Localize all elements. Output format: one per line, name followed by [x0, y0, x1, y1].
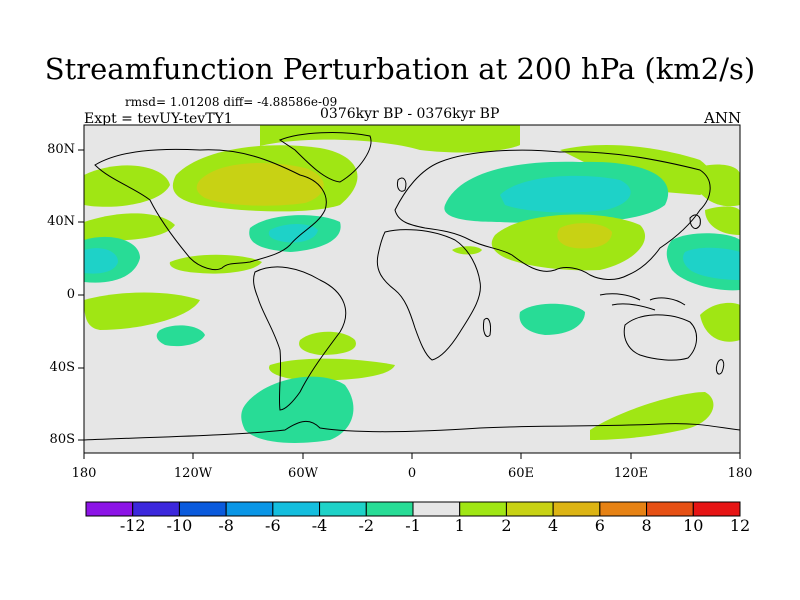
- contour-arabia-pos: [452, 246, 482, 255]
- contour-trop-wpac: [700, 302, 740, 342]
- x-tick-label: 180: [71, 466, 97, 481]
- coast-australia: [623, 314, 697, 361]
- contour-fields: [84, 125, 740, 443]
- coast-uk: [397, 177, 407, 192]
- y-tick-label: 40S: [49, 360, 75, 375]
- coast-africa: [376, 229, 481, 361]
- contour-wpac-neg-core: [683, 247, 740, 280]
- experiment-label: Expt = tevUY-tevTY1: [84, 111, 233, 127]
- contour-satl-pos2: [269, 358, 395, 381]
- plot-title: Streamfunction Perturbation at 200 hPa (…: [44, 52, 756, 86]
- colorbar-label: -12: [119, 516, 146, 535]
- coast-greenland: [278, 132, 372, 183]
- colorbar-label: 10: [683, 516, 704, 535]
- x-tick-label: 60W: [288, 466, 318, 481]
- contour-so-pos: [590, 392, 714, 440]
- contour-camerica-pos: [169, 254, 262, 274]
- contour-indian-neg: [519, 303, 585, 335]
- colorbar-label: 8: [641, 516, 652, 535]
- colorbar-label: 2: [501, 516, 512, 535]
- y-tick-label: 80N: [47, 142, 75, 157]
- contour-enp-neg-core: [84, 248, 118, 274]
- y-tick-label: 80S: [49, 432, 75, 447]
- colorbar-label: 1: [454, 516, 465, 535]
- x-tick-label: 60E: [507, 466, 535, 481]
- colorbar-label: 6: [594, 516, 605, 535]
- contour-trop-epac: [84, 292, 200, 330]
- x-tick-label: 0: [407, 466, 417, 481]
- coast-nz: [715, 359, 725, 375]
- coast-north-america: [94, 148, 327, 271]
- contour-eurasia-neg-core: [500, 175, 631, 213]
- y-tick-label: 40N: [47, 214, 75, 229]
- x-tick-label: 180: [727, 466, 753, 481]
- period-label: 0376kyr BP - 0376kyr BP: [320, 106, 500, 122]
- coast-south-america: [253, 266, 347, 411]
- x-tick-label: 120W: [173, 466, 213, 481]
- colorbar-label: -6: [265, 516, 281, 535]
- y-tick-label: 0: [66, 287, 75, 302]
- contour-tibet-inner: [557, 223, 612, 249]
- season-label: ANN: [704, 109, 742, 127]
- colorbar-label: 4: [548, 516, 559, 535]
- contour-wnp-pos-east: [705, 206, 740, 235]
- x-tick-label: 120E: [613, 466, 649, 481]
- colorbar-label: -2: [358, 516, 375, 535]
- coastlines: [84, 132, 740, 441]
- coast-eurasia: [394, 149, 711, 280]
- coast-antarctica: [84, 421, 740, 441]
- contour-npac-pos-east: [690, 164, 740, 207]
- colorbar-label: 12: [729, 516, 751, 535]
- contour-eus-core: [268, 224, 318, 243]
- contour-na-inner: [196, 163, 324, 206]
- colorbar-label: -4: [311, 516, 328, 535]
- contour-satl-pos: [299, 331, 356, 355]
- colorbar-label: -8: [218, 516, 234, 535]
- coast-madagascar: [483, 317, 491, 337]
- contour-so-neg: [241, 376, 354, 443]
- stats-text: rmsd= 1.01208 diff= -4.88586e-09: [125, 95, 338, 109]
- contour-wnp-pos: [84, 213, 175, 241]
- coast-indonesia: [599, 293, 686, 311]
- colorbar-label: -10: [166, 516, 193, 535]
- colorbar-label: -1: [405, 516, 421, 535]
- contour-spac-neg: [156, 325, 205, 347]
- axis-ticks: [78, 149, 741, 459]
- coast-japan: [689, 214, 701, 229]
- contour-arctic: [260, 125, 520, 153]
